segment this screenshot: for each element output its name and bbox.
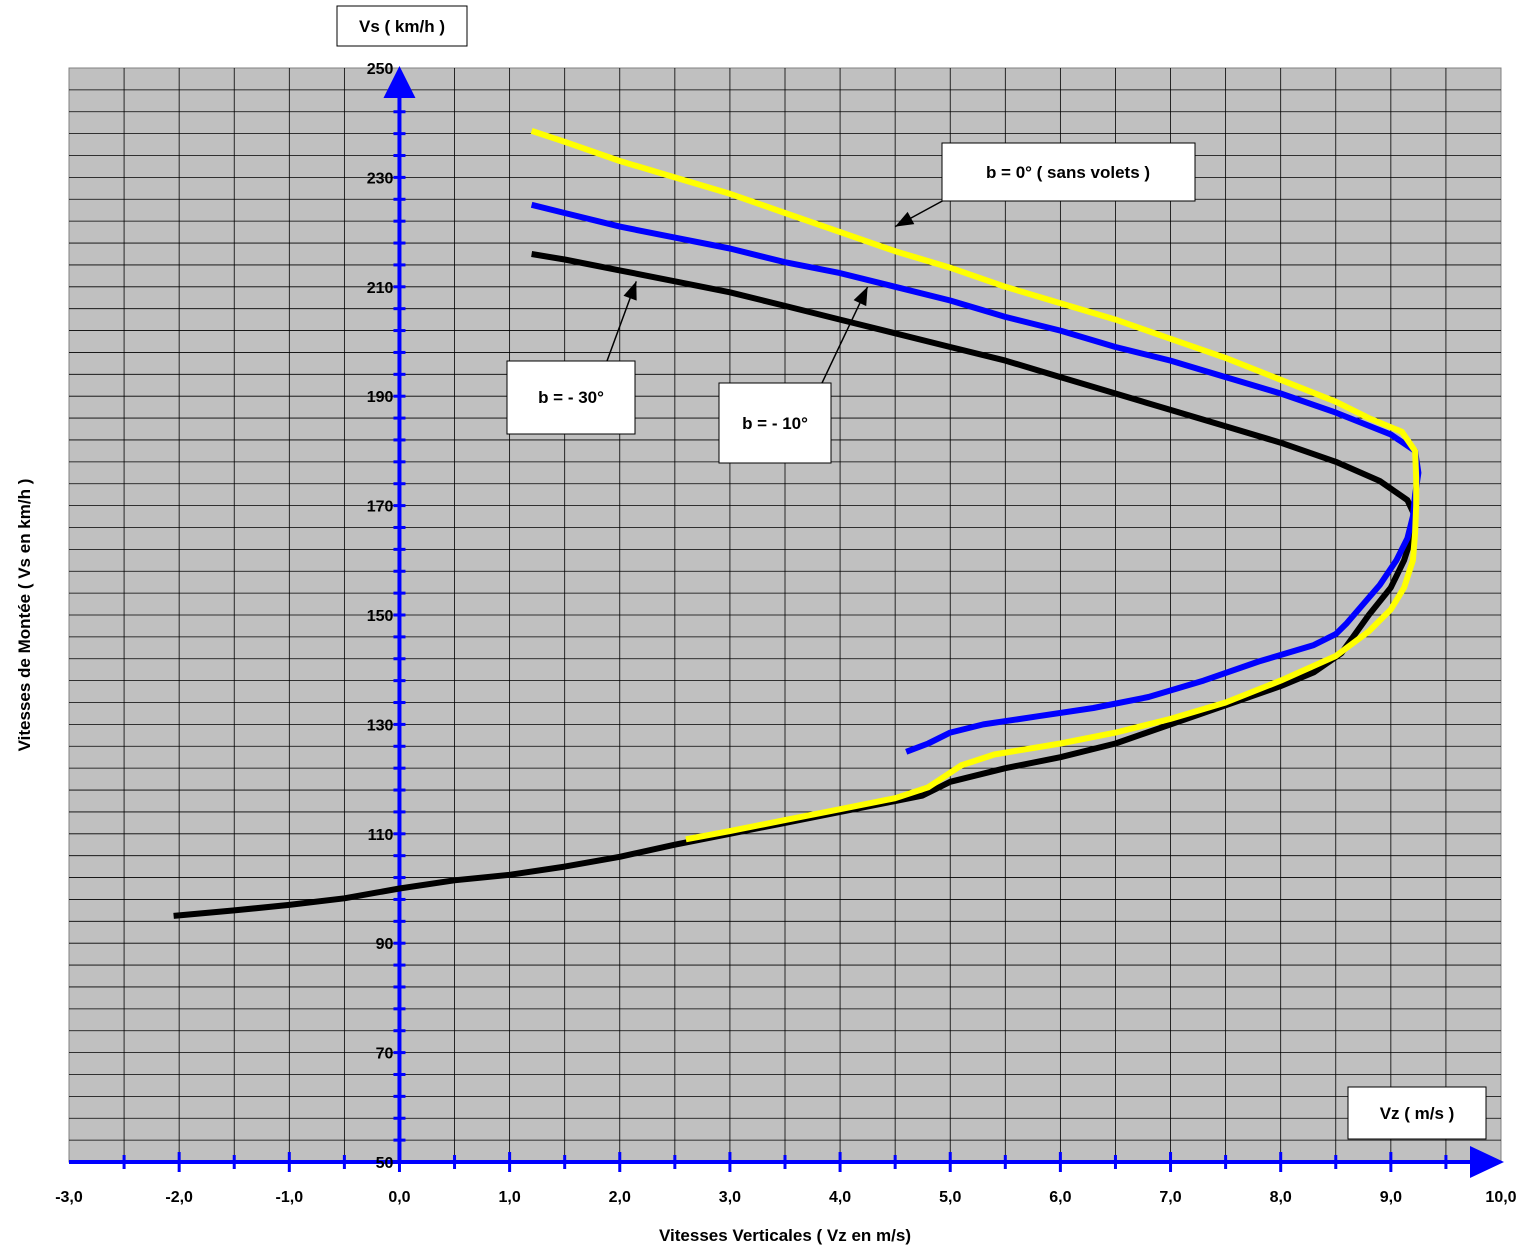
x-axis-box xyxy=(1347,1086,1487,1140)
x-tick-label: -1,0 xyxy=(276,1189,304,1206)
x-axis-title: Vitesses Verticales ( Vz en m/s) xyxy=(659,1226,911,1245)
y-tick-label: 170 xyxy=(367,499,394,516)
x-tick-label: 1,0 xyxy=(498,1189,520,1206)
annotation-arrowhead xyxy=(895,211,915,227)
y-axis-title: Vitesses de Montée ( Vs en km/h ) xyxy=(15,479,34,752)
annotation-box-b30 xyxy=(506,360,636,435)
series xyxy=(173,128,1422,919)
y-tick-label: 250 xyxy=(367,61,394,78)
x-axis-arrowhead xyxy=(1470,1146,1504,1178)
x-tick-label: 7,0 xyxy=(1159,1189,1181,1206)
y-tick-label: 150 xyxy=(367,608,394,625)
y-tick-label: 70 xyxy=(376,1046,394,1063)
x-tick-label: 8,0 xyxy=(1270,1189,1292,1206)
axes xyxy=(69,66,1504,1178)
y-axis-box xyxy=(336,5,468,47)
y-tick-label: 210 xyxy=(367,280,394,297)
annotation-box-b10 xyxy=(718,382,832,464)
y-tick-label: 90 xyxy=(376,936,394,953)
y-axis-arrowhead xyxy=(383,66,416,98)
x-tick-label: 5,0 xyxy=(939,1189,961,1206)
tick-labels: -3,0 -2,0 -1,0 0,0 1,0 2,0 3,0 4,0 5,0 6,0 7,0 8,0 9… xyxy=(55,61,1516,1206)
x-tick-label: 0,0 xyxy=(388,1189,410,1206)
annotation-arrowhead xyxy=(853,286,868,307)
x-tick-label: 9,0 xyxy=(1380,1189,1402,1206)
x-tick-label: 2,0 xyxy=(609,1189,631,1206)
x-tick-label: 4,0 xyxy=(829,1189,851,1206)
x-tick-label: -2,0 xyxy=(165,1189,193,1206)
x-tick-label: -3,0 xyxy=(55,1189,83,1206)
y-tick-label: 230 xyxy=(367,170,394,187)
series-line-2 xyxy=(530,128,1420,843)
x-axis-box-label: Vz ( m/s ) xyxy=(1380,1104,1455,1123)
y-tick-label: 130 xyxy=(367,717,394,734)
x-tick-label: 10,0 xyxy=(1485,1189,1516,1206)
y-tick-label: 110 xyxy=(368,827,394,844)
annotation-box-b0 xyxy=(941,142,1196,202)
y-tick-label: 190 xyxy=(367,389,394,406)
y-axis-box-label: Vs ( km/h ) xyxy=(359,17,445,36)
annotation-arrowhead xyxy=(623,281,637,301)
x-tick-label: 3,0 xyxy=(719,1189,741,1206)
y-tick-label: 50 xyxy=(376,1155,394,1172)
annotation-arrows xyxy=(606,198,947,384)
x-tick-label: 6,0 xyxy=(1049,1189,1071,1206)
annotation-b0: b = 0° ( sans volets ) xyxy=(986,163,1150,182)
annotation-b30: b = - 30° xyxy=(538,388,604,407)
grid xyxy=(69,68,1501,1162)
annotation-b10: b = - 10° xyxy=(742,414,808,433)
